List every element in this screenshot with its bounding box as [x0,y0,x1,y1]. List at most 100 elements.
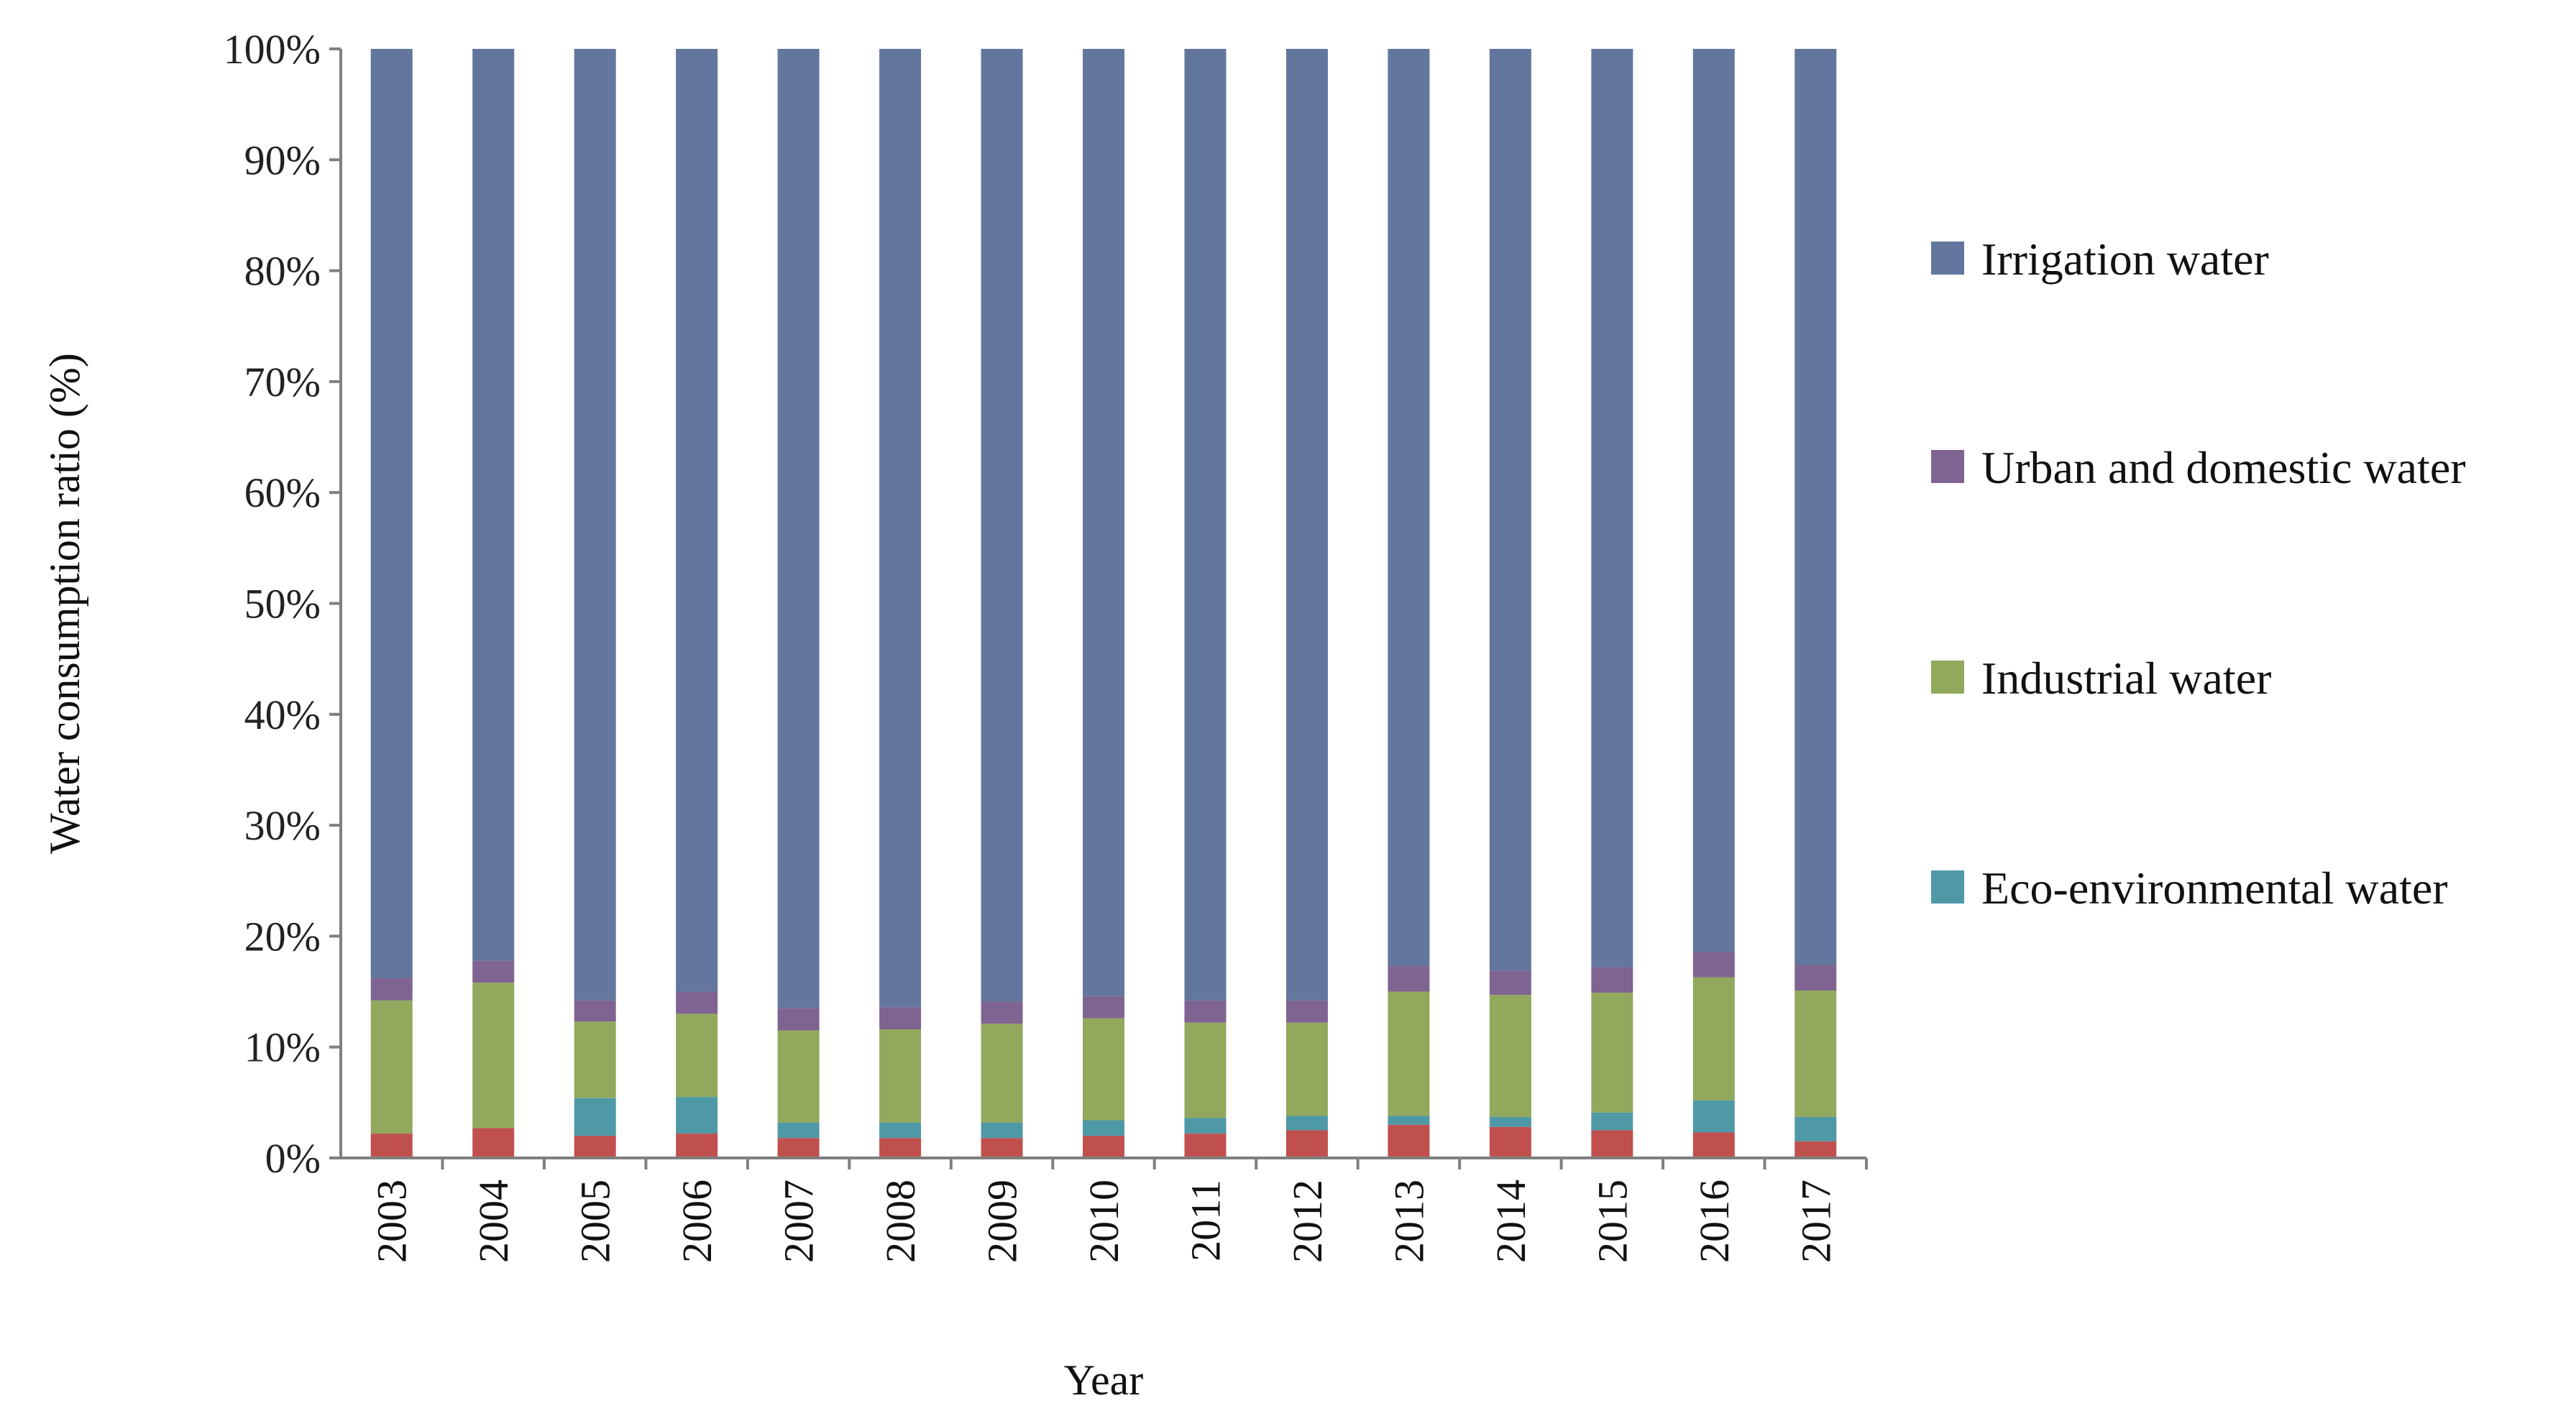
x-tick-label: 2008 [877,1180,924,1263]
bar-segment [981,1122,1023,1139]
y-tick-label: 60% [244,469,321,516]
bar-segment [1184,1118,1227,1134]
bar-segment [472,960,515,983]
bar-segment [574,1098,616,1136]
bar-segment [1184,1134,1227,1158]
x-tick-label: 2017 [1792,1180,1839,1263]
bar-segment [1795,1116,1837,1141]
axes-group [329,47,1868,1169]
y-tick-label: 90% [244,137,321,183]
bar-segment [1692,49,1735,952]
bar-segment [1388,1116,1430,1125]
bar-segment [676,1134,718,1158]
bar-segment [879,1138,922,1158]
legend-swatch [1931,450,1964,483]
x-tick-label: 2004 [470,1180,517,1263]
bar-segment [1083,49,1124,996]
bar-segment [1083,1136,1124,1158]
x-tick-label: 2013 [1385,1180,1432,1263]
bar-segment [1083,996,1124,1019]
x-tick-label: 2016 [1691,1180,1738,1263]
y-tick-label: 0% [265,1135,321,1182]
bar-segment [370,1000,413,1134]
x-tick-label: 2007 [776,1180,822,1263]
bar-segment [574,1000,616,1022]
y-axis-title: Water consumption ratio (%) [41,353,88,854]
bar-segment [1795,49,1837,965]
bar-segment [574,49,616,1001]
x-tick-label: 2009 [979,1180,1026,1263]
bar-segment [1083,1018,1124,1121]
bar-segment [472,1128,515,1158]
bar-segment [1285,1022,1328,1116]
legend: Irrigation water Urban and domestic water… [1931,234,2466,914]
x-tick-label: 2015 [1589,1180,1636,1263]
x-tick-label: 2006 [674,1180,720,1263]
y-tick-label: 70% [244,359,321,405]
bar-segment [1591,1130,1633,1158]
bar-segment [981,1138,1023,1158]
bar-segment [676,49,718,992]
bar-segment [1692,1132,1735,1158]
bar-segment [1591,967,1633,993]
bar-segment [1388,49,1430,967]
y-tick-labels: 0% 10% 20% 30% 40% 50% 60% 70% 80% 90% 100% [224,26,321,1182]
x-tick-labels: 2003 2004 2005 2006 2007 2008 2009 2010 2011 2012… [369,1180,1840,1263]
y-tick-label: 100% [224,26,321,73]
legend-label: Eco-environmental water [1981,863,2448,914]
bar-segment [879,49,922,1008]
bar-segment [981,49,1023,1002]
bars-group [370,49,1837,1158]
x-axis-title: Year [1064,1356,1144,1404]
bar-segment [370,978,413,1001]
bar-segment [676,991,718,1014]
bar-segment [1388,1124,1430,1158]
legend-swatch [1931,870,1964,904]
bar-segment [1489,49,1531,971]
y-tick-label: 80% [244,248,321,295]
bar-segment [981,1024,1023,1123]
bar-segment [472,983,515,1128]
bar-segment [1591,1112,1633,1131]
legend-swatch [1931,242,1964,275]
bar-segment [1184,1022,1227,1118]
bar-segment [1285,1130,1328,1158]
y-tick-label: 50% [244,581,321,627]
bar-segment [879,1029,922,1123]
bar-segment [1285,49,1328,1001]
bar-segment [1388,991,1430,1116]
bar-segment [370,49,413,979]
x-tick-label: 2005 [572,1180,619,1263]
x-tick-label: 2012 [1284,1180,1331,1263]
bar-segment [472,49,515,961]
bar-segment [777,1138,820,1158]
legend-swatch [1931,661,1964,694]
bar-segment [1489,1116,1531,1127]
bar-segment [1795,965,1837,991]
bar-segment [1388,966,1430,992]
bar-segment [1489,995,1531,1117]
bar-segment [1692,977,1735,1100]
bar-segment [1692,1100,1735,1133]
bar-segment [676,1097,718,1134]
x-tick-label: 2003 [369,1180,416,1263]
y-tick-label: 20% [244,913,321,960]
bar-segment [1692,952,1735,978]
bar-segment [879,1122,922,1139]
bar-segment [777,49,820,1008]
bar-segment [777,1122,820,1139]
bar-segment [1591,993,1633,1113]
bar-segment [574,1021,616,1098]
x-tick-label: 2014 [1488,1180,1534,1263]
bar-segment [1184,49,1227,1001]
bar-segment [574,1136,616,1158]
bar-segment [370,1134,413,1158]
bar-segment [1795,990,1837,1117]
x-tick-label: 2011 [1182,1180,1229,1261]
bar-segment [1795,1141,1837,1158]
bar-segment [981,1001,1023,1024]
y-tick-label: 30% [244,802,321,849]
legend-label: Industrial water [1981,653,2271,704]
bar-segment [1285,1116,1328,1131]
